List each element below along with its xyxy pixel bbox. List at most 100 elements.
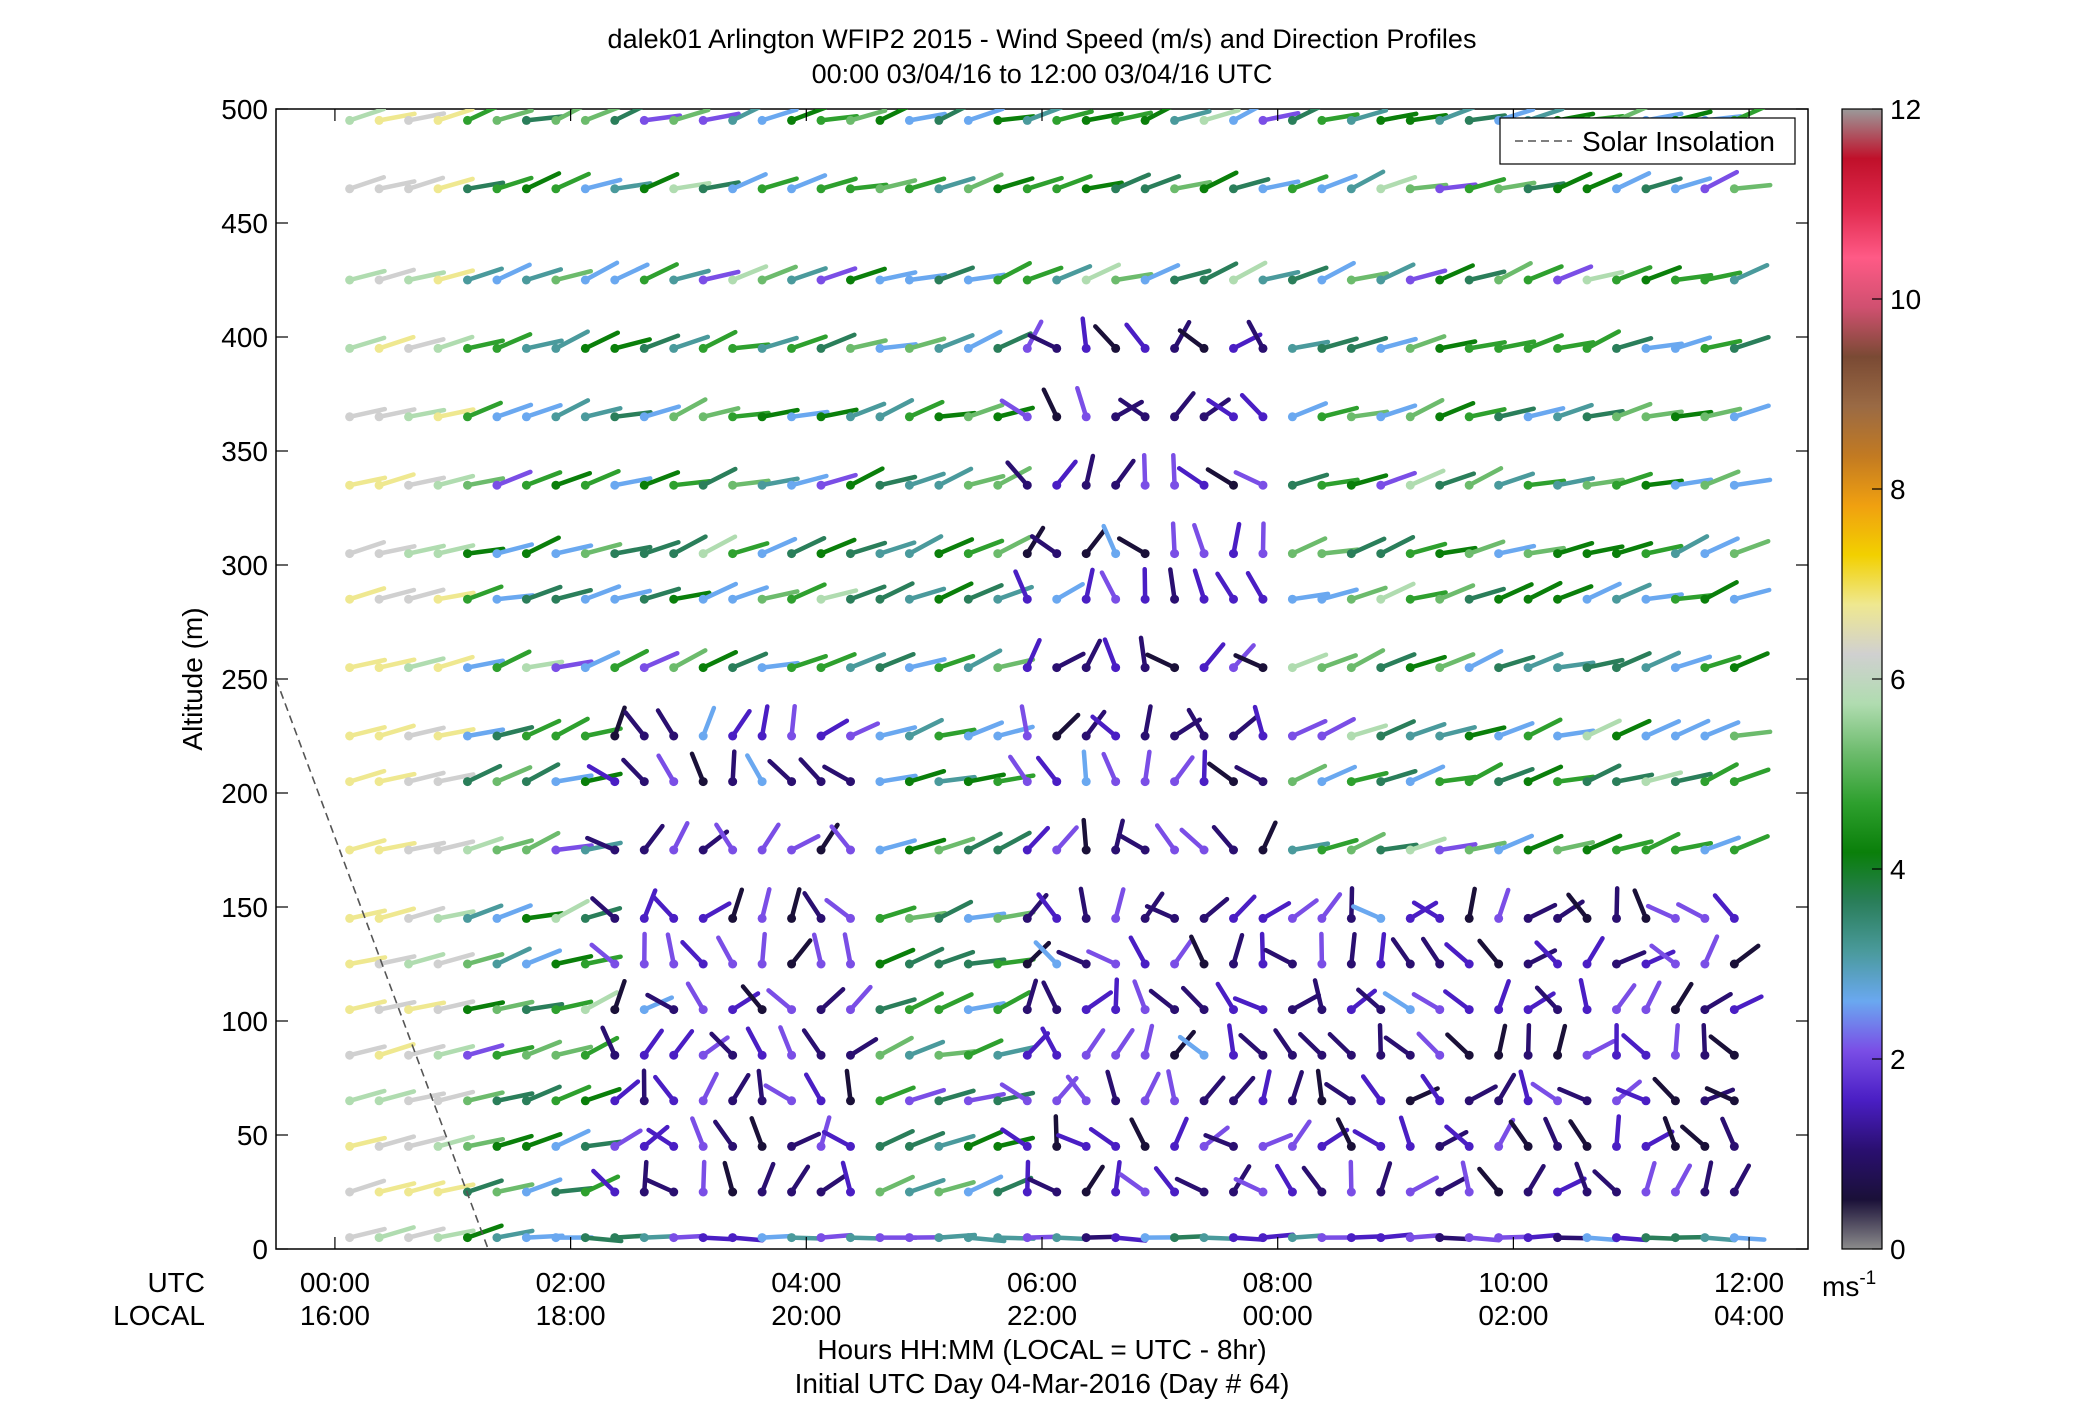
wind-barb-dot [1729,1005,1739,1015]
wind-barb-shaft [553,543,594,556]
wind-barb-dot [551,184,561,194]
wind-barb-dot [1700,594,1710,604]
wind-barb-shaft [465,400,503,420]
wind-barb-dot [1258,1096,1268,1106]
wind-barb-shaft [1231,521,1242,556]
wind-barb-shaft [435,268,476,283]
wind-barb-shaft [583,109,621,123]
wind-barb-dot [846,184,855,194]
wind-barb-dot [374,777,384,787]
wind-barb-dot [1464,412,1474,422]
wind-barb-dot [1494,594,1504,604]
wind-barb-dot [404,184,414,194]
wind-barb-dot [1670,184,1680,194]
wind-barb-shaft [966,831,1003,853]
wind-barb-shaft [700,581,739,602]
wind-barb-dot [404,1141,414,1151]
wind-barb-dot [345,412,355,422]
wind-barb-dot [374,1050,384,1060]
wind-barb-shaft [553,898,590,921]
wind-barb-shaft [435,1089,476,1104]
wind-barb-dot [1464,845,1474,855]
wind-barb-shaft [1054,651,1086,670]
wind-barb-shaft [1411,900,1442,921]
wind-barb-dot [1464,343,1474,353]
wind-barb-dot [492,1187,502,1197]
wind-barb-dot [1258,184,1268,194]
wind-barb-dot [463,913,472,923]
wind-barb-dot [1258,275,1268,285]
wind-barb-shaft [435,952,475,967]
wind-barb-dot [669,731,679,741]
wind-barb-dot [1317,777,1327,787]
wind-barb-dot [728,1096,738,1106]
wind-barb-dot [1229,1187,1238,1197]
wind-barb-shaft [1025,175,1064,192]
wind-barb-shaft [347,475,388,488]
wind-barb-dot [728,343,738,353]
wind-barb-dot [1494,913,1504,923]
wind-barb-dot [1170,663,1180,673]
wind-barb-dot [757,1233,767,1243]
wind-barb-dot [1140,913,1150,923]
wind-barb-shaft [406,111,447,123]
wind-barb-dot [374,594,384,604]
wind-barb-dot [1670,275,1680,285]
wind-barb-shaft [1466,725,1507,739]
wind-barb-dot [551,1187,561,1197]
wind-barb-shaft [936,176,976,192]
wind-barb-dot [492,959,502,969]
wind-barb-shaft [700,466,738,488]
wind-barb-shaft [465,952,505,967]
wind-barb-dot [1700,412,1710,422]
wind-barb-dot [993,549,1003,559]
wind-barb-dot [993,731,1003,741]
wind-barb-shaft [1083,1028,1106,1058]
wind-barb-dot [1435,663,1445,673]
wind-barb-shaft [700,1235,736,1242]
wind-barb-shaft [811,932,824,967]
wind-barb-dot [1641,777,1651,787]
wind-barb-shaft [435,909,476,921]
wind-barb-dot [1081,845,1091,855]
wind-barb-shaft [1349,723,1389,739]
wind-barb-shaft [1351,904,1384,921]
wind-barb-shaft [1083,638,1103,670]
wind-barb-shaft [759,407,800,420]
wind-barb-dot [1553,913,1563,923]
wind-barb-shaft [877,1128,915,1149]
wind-barb-shaft [1702,1160,1714,1195]
wind-barb-dot [1081,731,1091,741]
wind-barb-dot [904,1050,914,1060]
wind-barb-dot [1081,1096,1091,1106]
wind-barb-dot [1170,845,1180,855]
wind-barb-dot [1081,594,1091,604]
wind-barb-dot [1140,1187,1150,1197]
wind-barb-shaft [612,262,650,283]
wind-barb-dot [404,594,414,604]
wind-barb-dot [963,480,973,490]
wind-barb-dot [580,731,590,741]
wind-barb-shaft [848,584,887,602]
wind-barb-dot [1229,845,1238,855]
wind-barb-dot [1582,1050,1592,1060]
wind-barb-dot [1229,549,1238,559]
wind-barb-dot [963,663,973,673]
wind-barb-shaft [713,1119,735,1149]
wind-barb-dot [669,275,679,285]
wind-barb-shaft [759,704,770,739]
wind-barb-shaft [583,771,623,784]
wind-barb-shaft [1142,263,1181,283]
wind-barb-dot [1700,184,1710,194]
wind-barb-dot [1405,412,1415,422]
wind-barb-shaft [730,651,769,670]
wind-barb-shaft [1437,652,1476,670]
wind-barb-dot [1700,1050,1710,1060]
wind-barb-shaft [995,176,1035,192]
wind-barb-shaft [1525,902,1558,921]
wind-barb-shaft [936,581,974,602]
wind-barb-shaft [966,583,1004,602]
wind-barb-dot [875,184,885,194]
wind-barb-shaft [347,540,387,556]
wind-barb-dot [551,1050,561,1060]
